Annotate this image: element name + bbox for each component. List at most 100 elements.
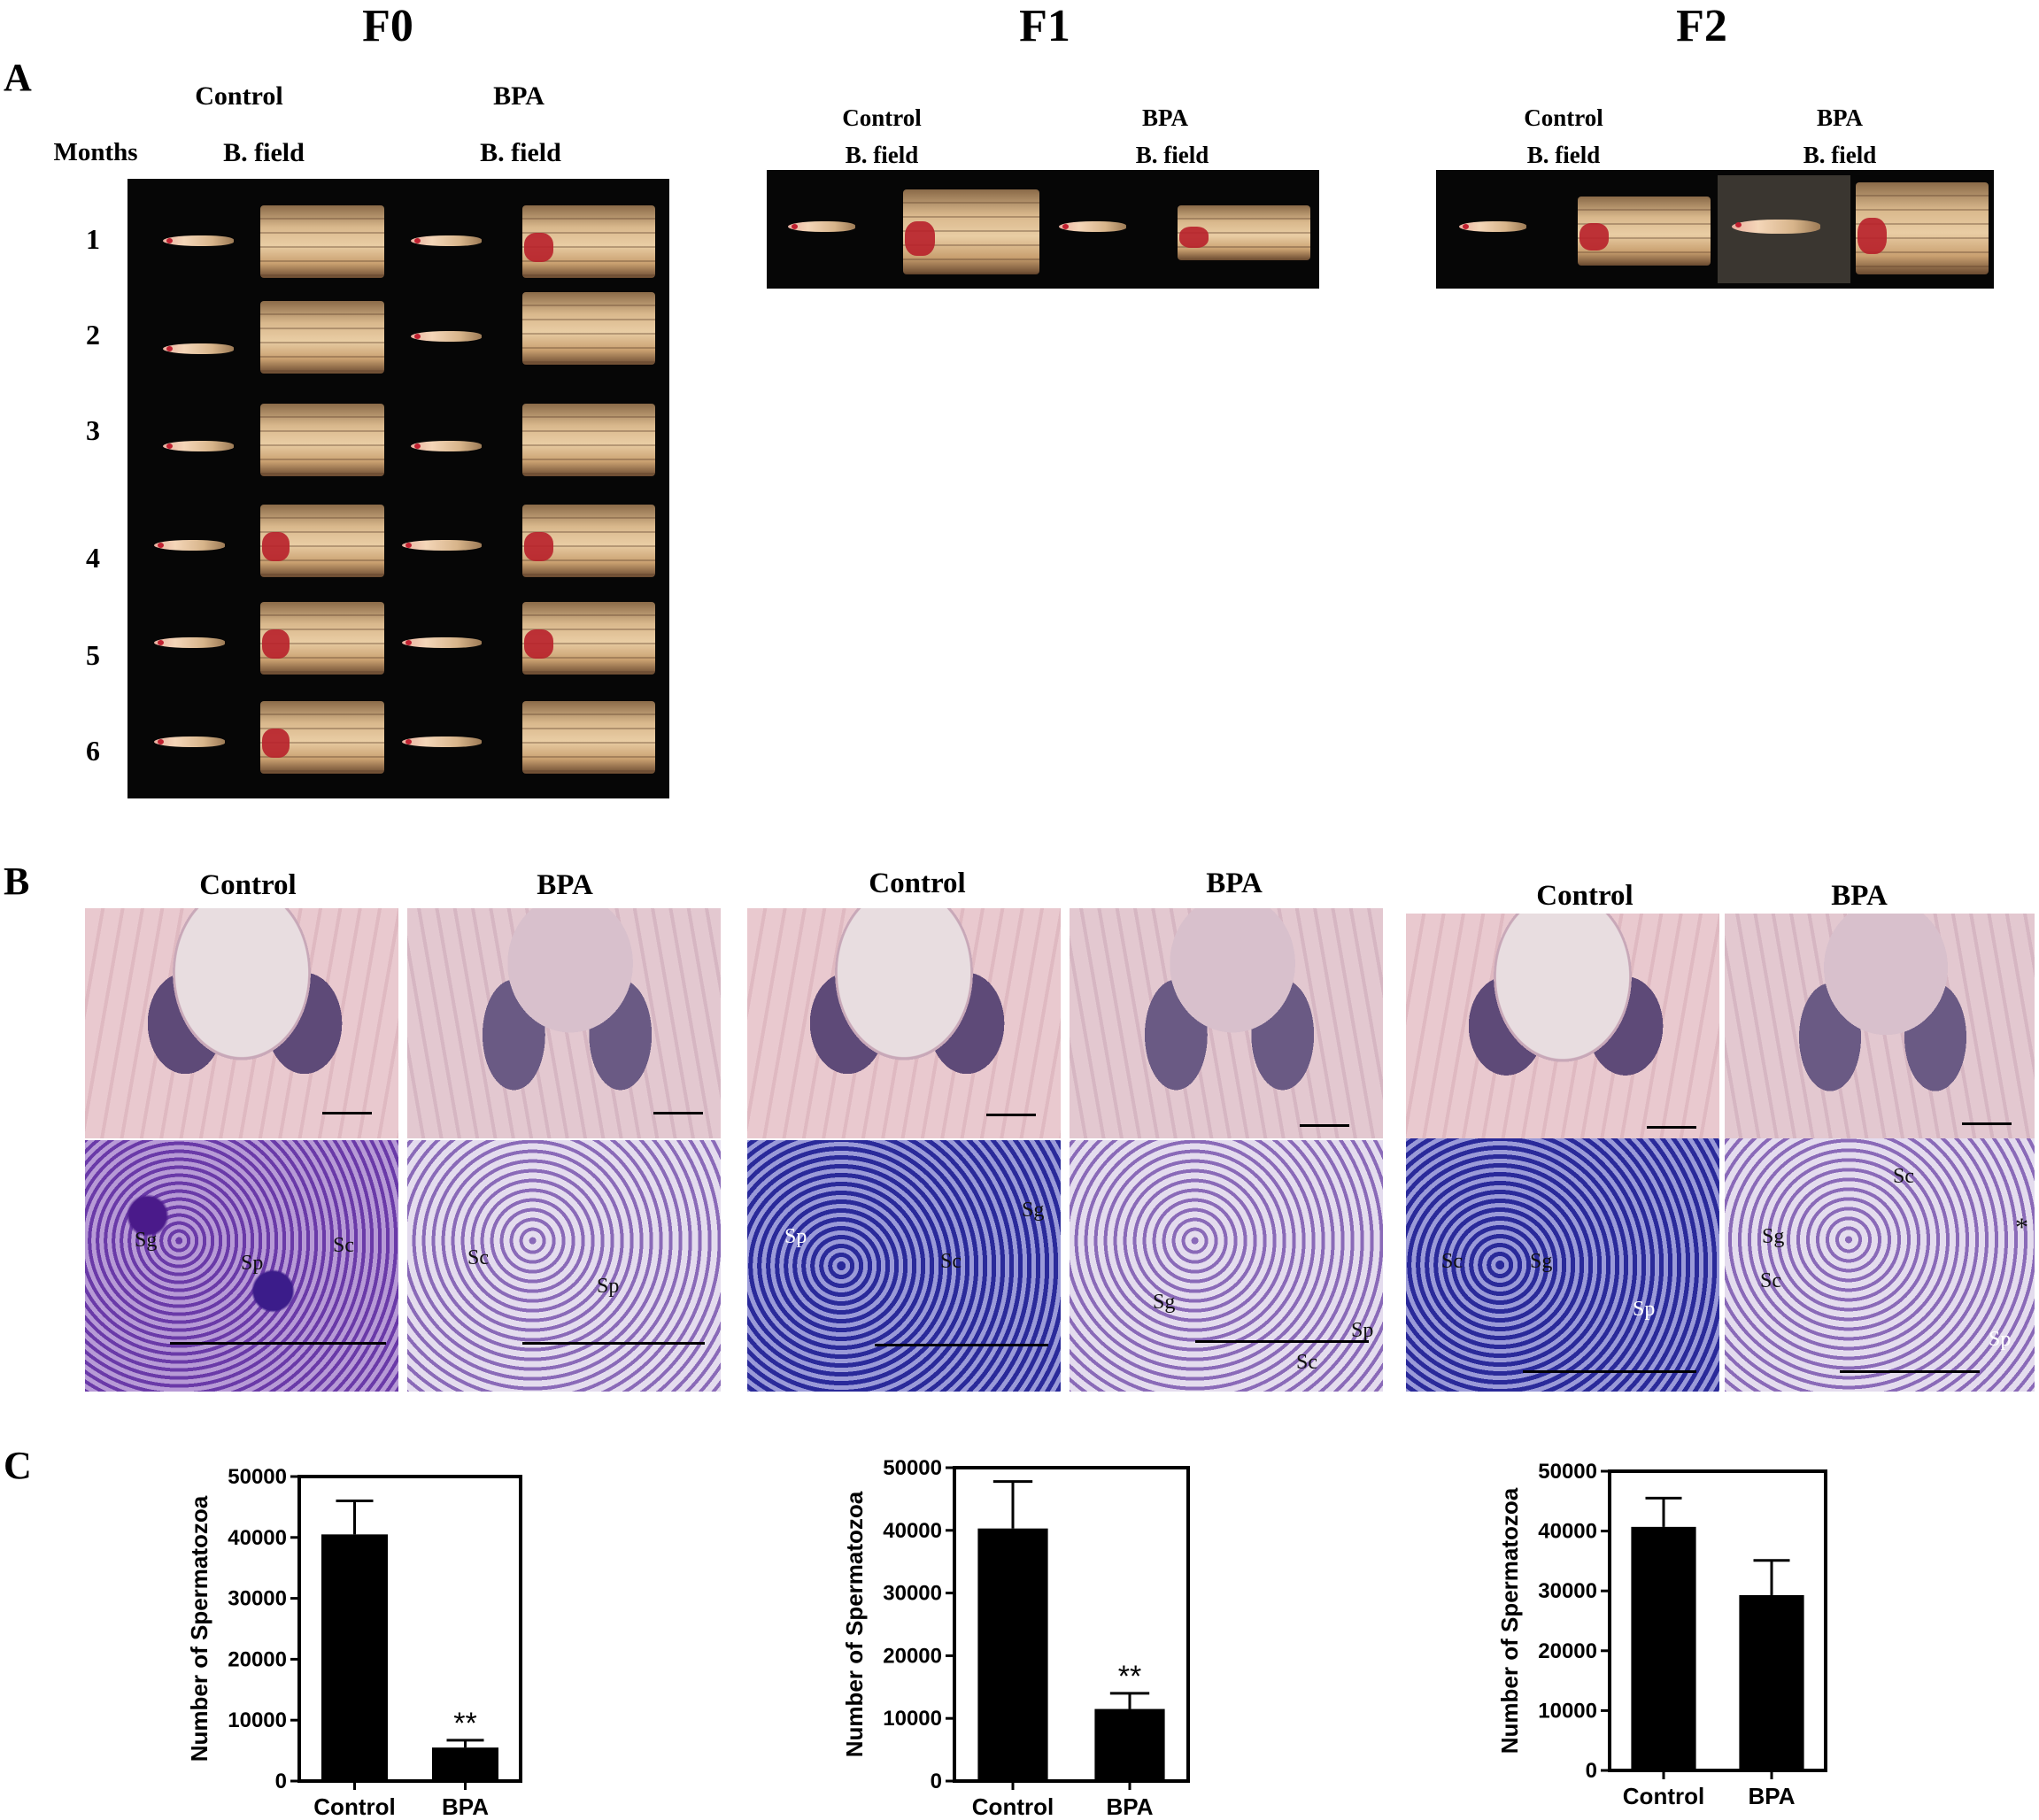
y-tick-label: 20000 [228, 1647, 287, 1671]
fish-whole-icon [1059, 221, 1126, 232]
plot-frame [297, 1475, 522, 1783]
fish-trunk-icon [522, 505, 655, 577]
fish-trunk-icon [903, 189, 1039, 274]
y-tick-label: 50000 [1538, 1460, 1597, 1484]
histology-f1-bpa-low [1070, 908, 1383, 1138]
fish-trunk-icon [1856, 182, 1989, 274]
x-tick-label: Control [1623, 1783, 1704, 1809]
scale-bar [653, 1112, 703, 1114]
month-label-6: 6 [86, 735, 100, 767]
fish-whole-icon [411, 331, 482, 342]
bar-bpa [1739, 1594, 1804, 1770]
histology-f1-control-high: Sp Sc Sg [747, 1140, 1061, 1392]
months-header: Months [53, 138, 138, 166]
y-axis-label: Number of Spermatozoa [841, 1491, 868, 1757]
y-tick-label: 10000 [228, 1708, 287, 1732]
fish-trunk-icon [522, 602, 655, 675]
f1-brightfield-photo-strip [767, 170, 1319, 289]
f0-control-bfield: B. field [223, 138, 305, 167]
y-tick-label: 30000 [883, 1582, 942, 1606]
scale-bar [1647, 1126, 1696, 1129]
bar-bpa [432, 1747, 498, 1781]
fish-whole-icon [163, 441, 234, 451]
fish-whole-icon [788, 221, 855, 232]
histology-f0-control-high: Sg Sp Sc [85, 1140, 398, 1392]
cell-label-sc: Sc [1296, 1351, 1317, 1374]
f1-bpa-bfield: B. field [1135, 142, 1209, 168]
fish-trunk-icon [260, 602, 384, 675]
generation-title-f2: F2 [1676, 1, 1727, 51]
y-tick-label: 50000 [228, 1465, 287, 1489]
month-label-1: 1 [86, 223, 100, 255]
f0-bpa-bfield: B. field [480, 138, 561, 167]
scale-bar [170, 1342, 386, 1345]
cell-label-sg: Sg [1022, 1199, 1045, 1222]
fish-trunk-icon [522, 205, 655, 278]
fish-whole-icon [1732, 220, 1820, 234]
f0-control-header: Control [195, 81, 283, 111]
spermatozoa-chart-f2: 0 10000 20000 30000 40000 50000 Number of Sper… [1496, 1460, 1827, 1809]
fish-trunk-icon [1578, 197, 1711, 266]
b-f0-bpa-header: BPA [537, 869, 593, 901]
fish-trunk-icon [260, 505, 384, 577]
histology-f2-control-low [1406, 914, 1719, 1138]
month-label-5: 5 [86, 639, 100, 671]
x-tick-label: BPA [1749, 1783, 1796, 1809]
histology-f0-control-low [85, 908, 398, 1138]
fish-trunk-icon [260, 404, 384, 476]
f1-control-header: Control [842, 104, 922, 131]
fish-whole-icon [402, 637, 482, 648]
month-label-2: 2 [86, 319, 100, 351]
fish-trunk-icon [522, 404, 655, 476]
fish-whole-icon [163, 343, 234, 354]
fish-whole-icon [154, 540, 225, 551]
f2-control-bfield: B. field [1526, 142, 1601, 168]
scale-bar [522, 1342, 705, 1345]
scale-bar [875, 1344, 1048, 1346]
y-tick-label: 20000 [1538, 1639, 1597, 1663]
cell-label-sc: Sc [333, 1234, 354, 1257]
fish-trunk-icon [260, 301, 384, 374]
fish-trunk-icon [522, 292, 655, 365]
cell-label-sp: Sp [1351, 1319, 1374, 1342]
f2-bpa-header: BPA [1817, 104, 1863, 131]
fish-whole-icon [163, 235, 234, 246]
cell-label-sp: Sp [1989, 1328, 2012, 1351]
cell-label-sp: Sp [784, 1225, 807, 1248]
f0-bpa-header: BPA [493, 81, 545, 111]
month-label-4: 4 [86, 542, 100, 574]
y-tick-label: 30000 [1538, 1579, 1597, 1603]
y-tick-label: 20000 [883, 1644, 942, 1668]
bar-control [977, 1528, 1048, 1781]
b-f1-control-header: Control [869, 868, 966, 899]
b-f1-bpa-header: BPA [1206, 868, 1263, 899]
cell-label-sp: Sp [241, 1252, 264, 1275]
cell-label-sc: Sc [1893, 1165, 1914, 1188]
plot-frame [953, 1466, 1190, 1783]
y-axis-label: Number of Spermatozoa [186, 1495, 212, 1762]
fish-whole-icon [411, 235, 482, 246]
scale-bar [1962, 1122, 2012, 1125]
scale-bar [1523, 1370, 1696, 1373]
f2-bpa-bfield: B. field [1803, 142, 1877, 168]
f2-control-header: Control [1524, 104, 1603, 131]
y-tick-label: 10000 [1538, 1699, 1597, 1723]
cell-label-sc: Sc [1760, 1269, 1781, 1292]
y-tick-label: 0 [1586, 1759, 1597, 1783]
histology-f2-control-high: Sc Sg Sp [1406, 1138, 1719, 1392]
cell-label-sc: Sc [1441, 1250, 1463, 1273]
fish-trunk-icon [522, 701, 655, 774]
y-tick-label: 30000 [228, 1587, 287, 1611]
f1-bpa-header: BPA [1142, 104, 1188, 131]
plot-frame [1608, 1469, 1827, 1772]
cell-label-sc: Sc [467, 1246, 489, 1269]
x-tick-label: BPA [442, 1793, 489, 1820]
bar-control [1631, 1526, 1696, 1770]
y-tick-label: 50000 [883, 1456, 942, 1480]
y-tick-label: 40000 [1538, 1520, 1597, 1544]
histology-f1-control-low [747, 908, 1061, 1138]
histology-f2-bpa-low [1725, 914, 2035, 1138]
f1-control-bfield: B. field [845, 142, 919, 168]
cell-label-sg: Sg [1530, 1250, 1553, 1273]
histology-f1-bpa-high: Sg Sc Sp [1070, 1140, 1383, 1392]
